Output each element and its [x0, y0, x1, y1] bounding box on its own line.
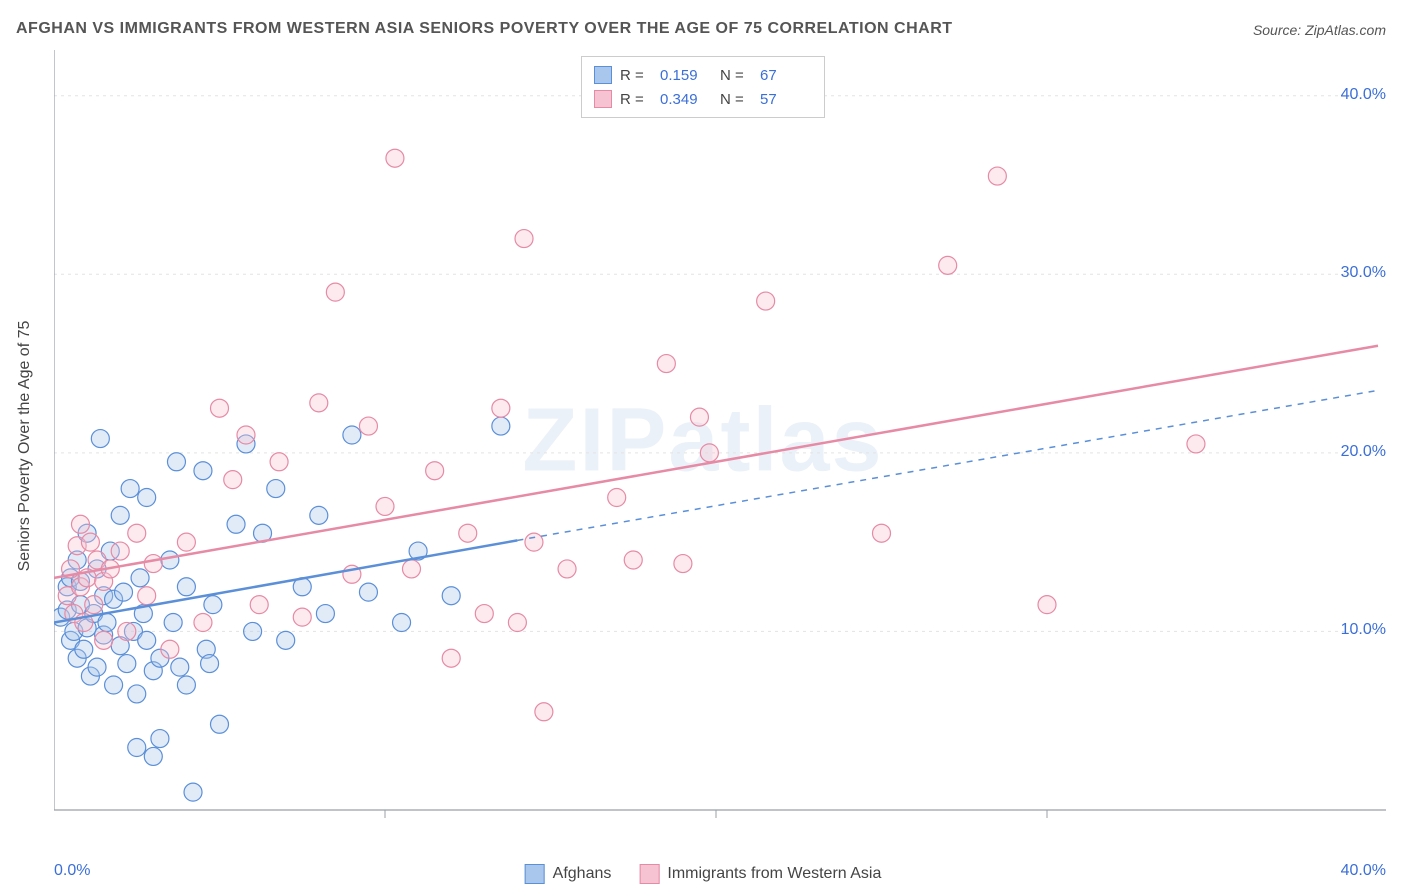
x-axis-max-label: 40.0% [1341, 862, 1386, 880]
correlation-legend-row: R = 0.349 N = 57 [594, 87, 812, 111]
n-label: N = [720, 91, 752, 108]
legend-item: Afghans [525, 864, 612, 884]
legend-swatch [594, 90, 612, 108]
correlation-legend-row: R = 0.159 N = 67 [594, 63, 812, 87]
y-axis-tick-label: 20.0% [1341, 443, 1386, 461]
scatter-plot [54, 50, 1386, 840]
correlation-legend: R = 0.159 N = 67 R = 0.349 N = 57 [581, 56, 825, 118]
legend-label: Afghans [553, 865, 612, 883]
legend-swatch [525, 864, 545, 884]
source-attribution: Source: ZipAtlas.com [1253, 22, 1386, 38]
series-legend: Afghans Immigrants from Western Asia [525, 864, 882, 884]
n-value: 67 [760, 67, 812, 84]
r-label: R = [620, 91, 652, 108]
y-axis-tick-label: 10.0% [1341, 621, 1386, 639]
legend-swatch [639, 864, 659, 884]
r-label: R = [620, 67, 652, 84]
y-axis-tick-label: 40.0% [1341, 86, 1386, 104]
legend-swatch [594, 66, 612, 84]
chart-title: AFGHAN VS IMMIGRANTS FROM WESTERN ASIA S… [16, 20, 953, 38]
chart-container: AFGHAN VS IMMIGRANTS FROM WESTERN ASIA S… [0, 0, 1406, 892]
legend-label: Immigrants from Western Asia [667, 865, 881, 883]
n-value: 57 [760, 91, 812, 108]
legend-item: Immigrants from Western Asia [639, 864, 881, 884]
n-label: N = [720, 67, 752, 84]
r-value: 0.349 [660, 91, 712, 108]
y-axis-tick-label: 30.0% [1341, 264, 1386, 282]
x-axis-min-label: 0.0% [54, 862, 90, 880]
y-axis-label: Seniors Poverty Over the Age of 75 [16, 321, 34, 572]
r-value: 0.159 [660, 67, 712, 84]
